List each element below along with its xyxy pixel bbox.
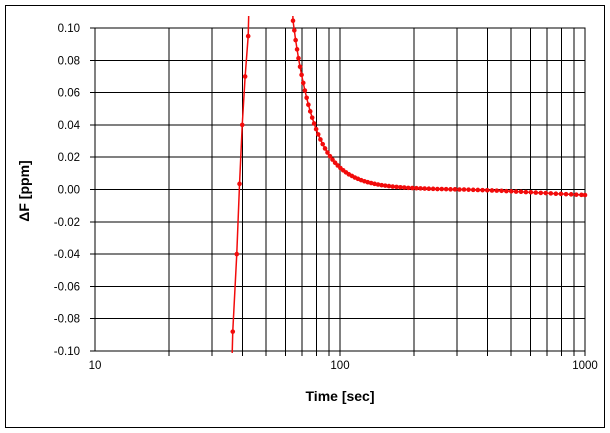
data-point-marker: [234, 251, 240, 257]
data-point-marker: [375, 182, 381, 187]
y-tick-label: 0.06: [58, 88, 80, 100]
data-point-marker: [318, 137, 323, 142]
y-tick-label: -0.08: [54, 314, 80, 326]
data-point-marker: [538, 190, 544, 196]
data-point-marker: [414, 185, 419, 191]
x-tick-label: 1000: [572, 360, 598, 372]
y-tick-label: 0.08: [58, 55, 80, 67]
data-point-marker: [368, 180, 374, 186]
chart-outer-border: [5, 5, 605, 428]
data-point-marker: [489, 188, 495, 193]
y-tick-label: -0.10: [54, 346, 80, 358]
data-point-marker: [297, 64, 303, 70]
data-point-marker: [533, 190, 539, 195]
x-axis-title: Time [sec]: [305, 388, 375, 404]
data-point-marker: [523, 189, 529, 195]
data-point-marker: [426, 186, 432, 191]
data-point-marker: [245, 33, 251, 39]
data-point-marker: [327, 153, 333, 159]
data-point-marker: [386, 183, 392, 189]
data-point-marker: [448, 187, 453, 192]
data-point-marker: [299, 72, 304, 78]
data-point-marker: [513, 189, 519, 194]
data-point-marker: [430, 186, 436, 192]
data-point-marker: [230, 329, 236, 334]
data-point-marker: [239, 122, 245, 128]
data-point-marker: [494, 188, 500, 193]
data-point-marker: [311, 121, 317, 126]
data-point-marker: [475, 187, 481, 193]
data-point-marker: [330, 157, 335, 162]
data-point-marker: [410, 185, 415, 191]
data-point-marker: [435, 186, 440, 192]
data-point-marker: [307, 109, 313, 114]
data-point-marker: [320, 141, 326, 147]
data-point-marker: [558, 191, 564, 197]
data-point-marker: [418, 186, 423, 191]
data-point-marker: [242, 74, 248, 79]
data-point-marker: [405, 185, 411, 191]
data-point-marker: [466, 187, 471, 192]
y-tick-label: 0.02: [58, 152, 80, 164]
x-tick-label: 100: [330, 360, 349, 372]
y-tick-label: -0.06: [54, 281, 80, 293]
data-point-marker: [300, 80, 306, 86]
x-tick-label: 10: [89, 360, 102, 372]
data-point-marker: [306, 102, 311, 108]
data-point-marker: [461, 187, 467, 192]
data-point-marker: [470, 187, 476, 193]
data-point-marker: [379, 182, 384, 188]
data-point-marker: [302, 88, 308, 93]
data-point-marker: [398, 184, 403, 190]
data-point-marker: [582, 192, 588, 198]
data-point-marker: [484, 188, 490, 193]
data-point-marker: [290, 18, 296, 24]
data-point-marker: [573, 192, 579, 197]
y-tick-label: -0.04: [54, 249, 81, 261]
data-point-marker: [296, 55, 301, 61]
data-point-marker: [568, 192, 574, 197]
data-point-marker: [293, 37, 298, 43]
data-point-marker: [452, 187, 458, 192]
data-point-marker: [309, 115, 315, 120]
data-point-marker: [553, 191, 559, 196]
data-point-marker: [504, 188, 509, 194]
data-point-marker: [422, 186, 427, 191]
data-point-marker: [390, 184, 396, 189]
y-tick-label: 0.10: [58, 23, 80, 35]
data-point-marker: [315, 132, 321, 137]
y-tick-label: 0.04: [58, 120, 81, 132]
data-point-marker: [457, 187, 462, 192]
data-point-marker: [237, 181, 242, 187]
data-point-marker: [548, 191, 554, 196]
data-point-marker: [394, 184, 399, 190]
data-point-marker: [443, 186, 449, 192]
data-point-marker: [480, 187, 485, 193]
y-tick-label: -0.02: [54, 217, 80, 229]
y-axis-title: ΔF [ppm]: [16, 160, 32, 222]
data-point-marker: [499, 188, 504, 194]
data-point-marker: [563, 191, 569, 197]
data-point-marker: [528, 189, 534, 195]
y-tick-label: 0.00: [58, 185, 80, 197]
plot-border: [94, 27, 586, 352]
data-point-marker: [382, 183, 388, 188]
data-point-marker: [325, 150, 330, 155]
data-point-marker: [518, 189, 524, 195]
data-point-marker: [292, 28, 297, 33]
data-point-marker: [294, 47, 300, 52]
data-point-marker: [543, 190, 549, 196]
data-point-marker: [439, 186, 445, 192]
data-point-marker: [322, 146, 328, 151]
data-point-marker: [508, 188, 514, 194]
data-point-marker: [313, 126, 319, 132]
data-point-marker: [304, 95, 309, 101]
data-point-marker: [402, 185, 407, 190]
data-point-marker: [579, 192, 584, 198]
data-point-marker: [372, 181, 377, 187]
